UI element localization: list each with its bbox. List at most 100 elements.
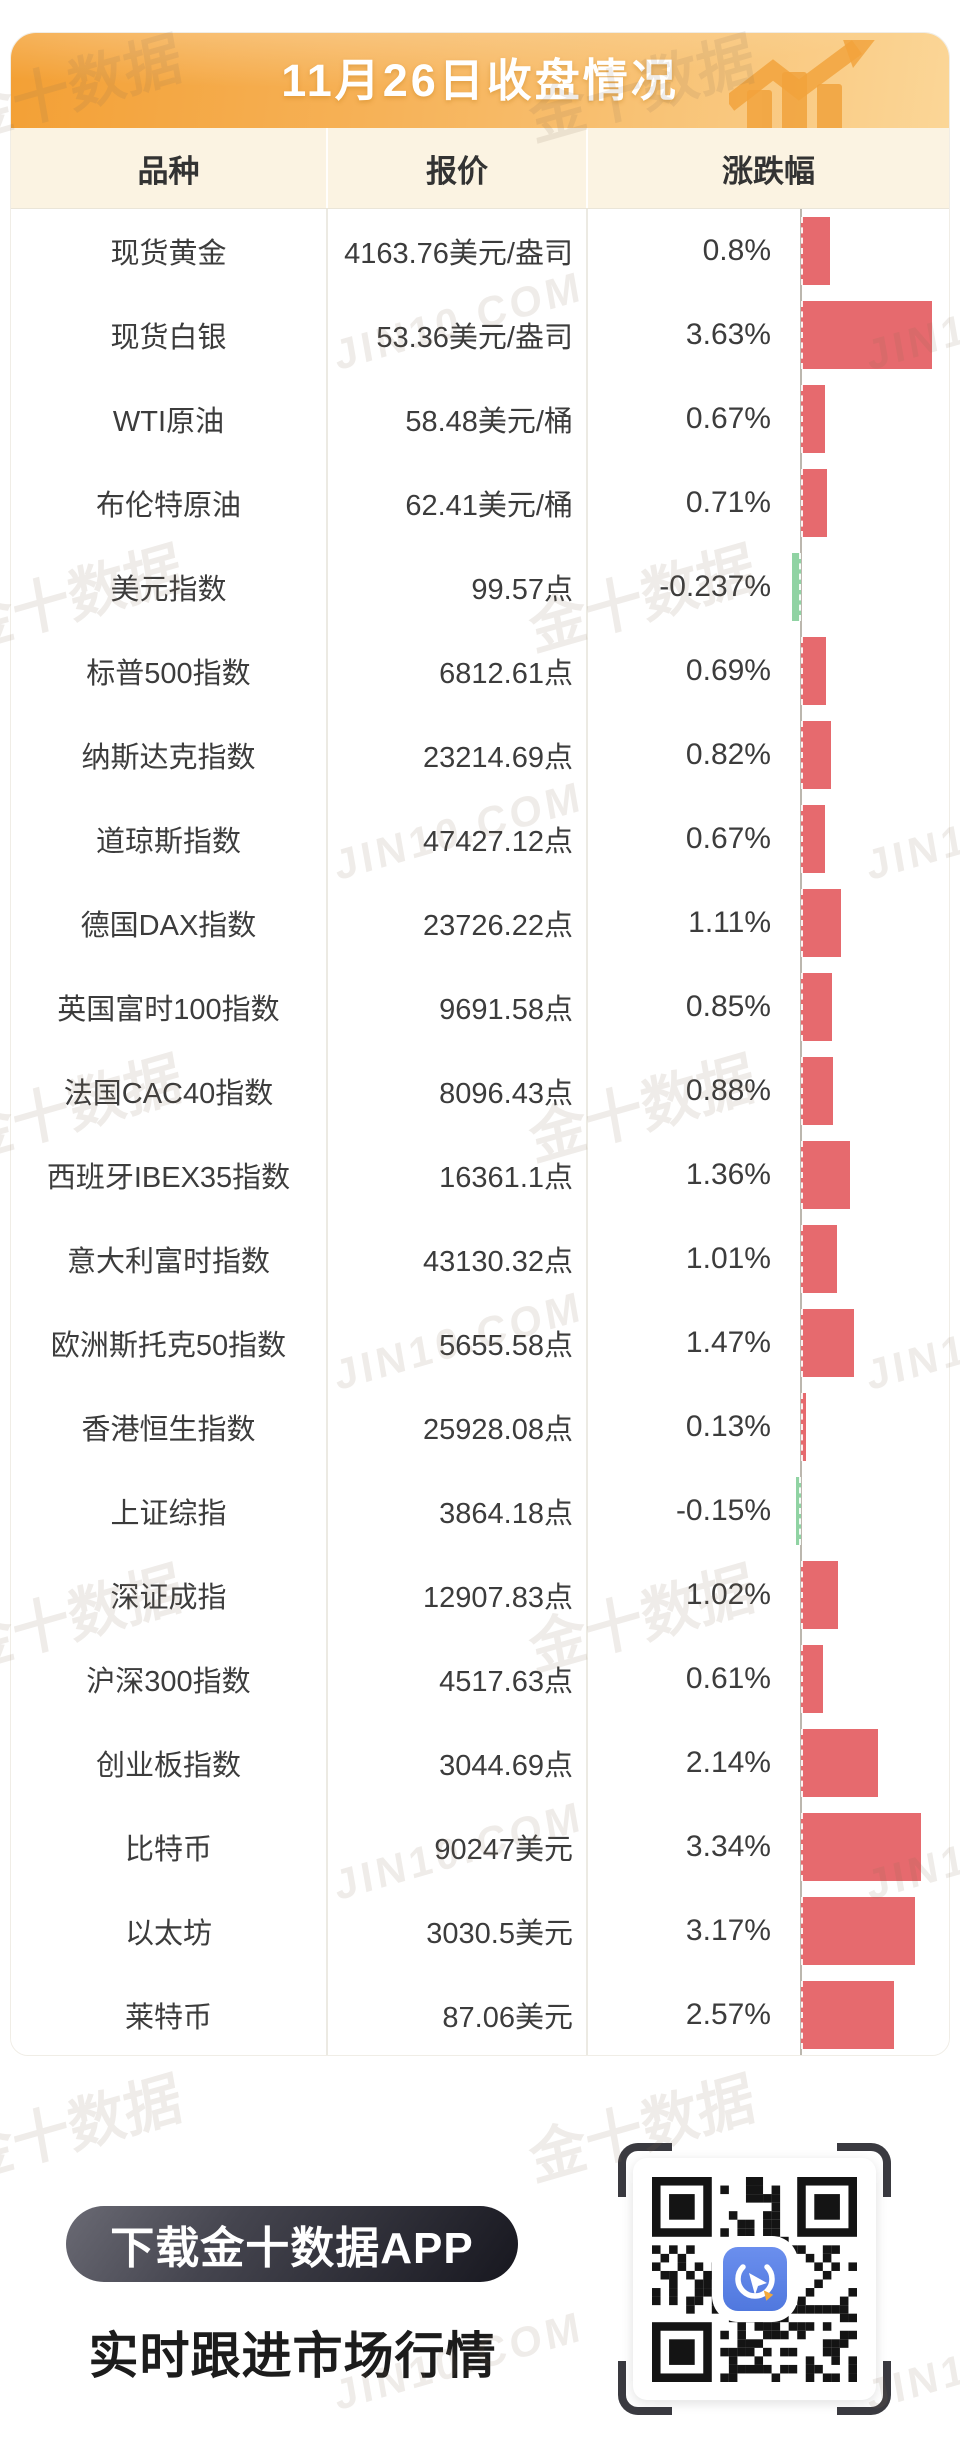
- jin10-app-icon: [722, 2247, 787, 2311]
- change-value: 0.13%: [685, 1410, 771, 1443]
- change-value: 1.11%: [688, 906, 771, 939]
- market-close-card: 11月26日收盘情况 品种 报价 涨跌幅 现货黄金 4163.76美元/盎司 0…: [10, 32, 950, 2056]
- change-value: 0.88%: [685, 1074, 771, 1107]
- change-value: 1.47%: [685, 1326, 771, 1359]
- quote-cell: 6812.61点: [328, 629, 588, 713]
- variety-cell: 莱特币: [11, 1973, 328, 2055]
- quote-cell: 12907.83点: [328, 1553, 588, 1637]
- table-row: 沪深300指数 4517.63点 0.61%: [11, 1637, 949, 1721]
- change-cell: 2.14%: [588, 1721, 949, 1805]
- qr-code: [652, 2176, 857, 2382]
- table-row: 标普500指数 6812.61点 0.69%: [11, 629, 949, 713]
- quote-cell: 58.48美元/桶: [328, 377, 588, 461]
- change-value: 0.82%: [685, 738, 771, 771]
- qr-panel: [633, 2158, 876, 2400]
- change-bar: [801, 1729, 878, 1797]
- change-bar: [801, 469, 827, 537]
- change-cell: 1.11%: [588, 881, 949, 965]
- change-bar: [801, 217, 830, 285]
- change-cell: 2.57%: [588, 1973, 949, 2055]
- change-value: 0.67%: [685, 402, 771, 435]
- watermark-jin10-cn: 金十数据: [0, 2065, 187, 2194]
- variety-cell: 现货黄金: [11, 209, 328, 293]
- change-bar: [801, 973, 832, 1041]
- table-row: WTI原油 58.48美元/桶 0.67%: [11, 377, 949, 461]
- variety-cell: 深证成指: [11, 1553, 328, 1637]
- change-cell: 3.17%: [588, 1889, 949, 1973]
- table-row: 西班牙IBEX35指数 16361.1点 1.36%: [11, 1133, 949, 1217]
- table-row: 现货黄金 4163.76美元/盎司 0.8%: [11, 209, 949, 293]
- change-cell: 3.63%: [588, 293, 949, 377]
- variety-cell: 比特币: [11, 1805, 328, 1889]
- change-cell: 3.34%: [588, 1805, 949, 1889]
- quote-cell: 3030.5美元: [328, 1889, 588, 1973]
- change-cell: 0.67%: [588, 377, 949, 461]
- change-cell: -0.237%: [588, 545, 949, 629]
- change-value: 1.36%: [685, 1158, 771, 1191]
- change-cell: 1.47%: [588, 1301, 949, 1385]
- quote-cell: 4517.63点: [328, 1637, 588, 1721]
- change-value: -0.15%: [675, 1494, 771, 1527]
- change-bar: [801, 1309, 854, 1377]
- table-row: 意大利富时指数 43130.32点 1.01%: [11, 1217, 949, 1301]
- tagline-text: 实时跟进市场行情: [88, 2328, 497, 2384]
- quote-cell: 5655.58点: [328, 1301, 588, 1385]
- qr-corner-bracket: [618, 2143, 672, 2197]
- change-bar: [801, 1057, 833, 1125]
- change-bar: [801, 1141, 850, 1209]
- table-row: 上证综指 3864.18点 -0.15%: [11, 1469, 949, 1553]
- variety-cell: 现货白银: [11, 293, 328, 377]
- change-bar: [801, 385, 825, 453]
- quote-cell: 3044.69点: [328, 1721, 588, 1805]
- table-row: 创业板指数 3044.69点 2.14%: [11, 1721, 949, 1805]
- table-row: 深证成指 12907.83点 1.02%: [11, 1553, 949, 1637]
- variety-cell: 法国CAC40指数: [11, 1049, 328, 1133]
- change-value: 0.8%: [702, 234, 771, 267]
- change-value: 0.71%: [685, 486, 771, 519]
- quote-cell: 90247美元: [328, 1805, 588, 1889]
- change-value: -0.237%: [659, 570, 771, 603]
- table-row: 现货白银 53.36美元/盎司 3.63%: [11, 293, 949, 377]
- download-app-label: 下载金十数据APP: [110, 2224, 474, 2273]
- table-row: 英国富时100指数 9691.58点 0.85%: [11, 965, 949, 1049]
- quote-cell: 99.57点: [328, 545, 588, 629]
- table-row: 以太坊 3030.5美元 3.17%: [11, 1889, 949, 1973]
- variety-cell: 欧洲斯托克50指数: [11, 1301, 328, 1385]
- variety-cell: 标普500指数: [11, 629, 328, 713]
- table-row: 法国CAC40指数 8096.43点 0.88%: [11, 1049, 949, 1133]
- change-cell: 0.61%: [588, 1637, 949, 1721]
- change-value: 0.85%: [685, 990, 771, 1023]
- column-header-variety: 品种: [11, 128, 328, 208]
- download-app-button[interactable]: 下载金十数据APP: [66, 2206, 518, 2282]
- change-bar: [801, 1393, 806, 1461]
- table-row: 美元指数 99.57点 -0.237%: [11, 545, 949, 629]
- quote-cell: 3864.18点: [328, 1469, 588, 1553]
- variety-cell: 香港恒生指数: [11, 1385, 328, 1469]
- change-cell: 0.71%: [588, 461, 949, 545]
- variety-cell: 以太坊: [11, 1889, 328, 1973]
- qr-corner-bracket: [618, 2361, 672, 2415]
- change-bar: [801, 1225, 837, 1293]
- table-row: 欧洲斯托克50指数 5655.58点 1.47%: [11, 1301, 949, 1385]
- qr-corner-bracket: [837, 2143, 891, 2197]
- quote-cell: 87.06美元: [328, 1973, 588, 2055]
- change-value: 3.17%: [685, 1914, 771, 1947]
- table-row: 比特币 90247美元 3.34%: [11, 1805, 949, 1889]
- variety-cell: 纳斯达克指数: [11, 713, 328, 797]
- change-value: 0.61%: [685, 1662, 771, 1695]
- table-row: 道琼斯指数 47427.12点 0.67%: [11, 797, 949, 881]
- variety-cell: 沪深300指数: [11, 1637, 328, 1721]
- change-cell: 0.82%: [588, 713, 949, 797]
- table-row: 德国DAX指数 23726.22点 1.11%: [11, 881, 949, 965]
- change-cell: 1.36%: [588, 1133, 949, 1217]
- quote-cell: 9691.58点: [328, 965, 588, 1049]
- trend-up-chart-icon: [729, 40, 875, 128]
- change-cell: 0.88%: [588, 1049, 949, 1133]
- quote-cell: 25928.08点: [328, 1385, 588, 1469]
- quote-cell: 53.36美元/盎司: [328, 293, 588, 377]
- change-cell: -0.15%: [588, 1469, 949, 1553]
- variety-cell: 意大利富时指数: [11, 1217, 328, 1301]
- change-bar: [801, 1897, 915, 1965]
- change-bar: [801, 805, 825, 873]
- change-bar: [796, 1477, 801, 1545]
